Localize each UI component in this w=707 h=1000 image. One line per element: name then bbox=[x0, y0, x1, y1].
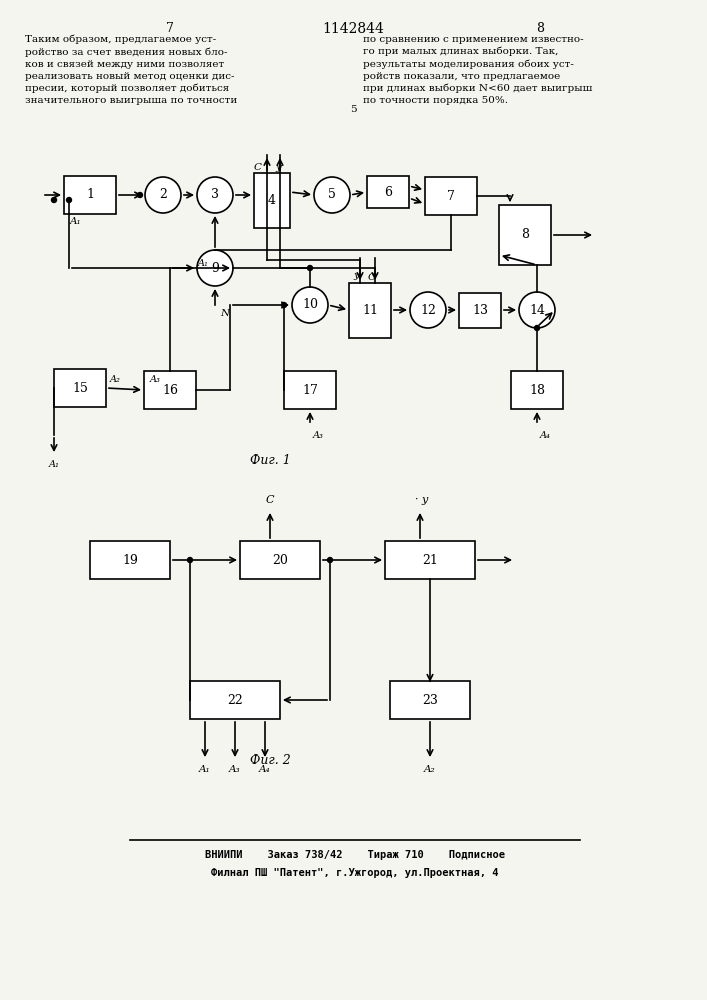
Text: 10: 10 bbox=[302, 298, 318, 312]
Text: 7: 7 bbox=[447, 190, 455, 202]
Circle shape bbox=[137, 192, 143, 198]
Text: A₃: A₃ bbox=[229, 765, 241, 774]
Text: 17: 17 bbox=[302, 383, 318, 396]
Circle shape bbox=[281, 302, 286, 308]
Text: A₃: A₃ bbox=[150, 375, 161, 384]
Text: C: C bbox=[266, 495, 274, 505]
Bar bbox=[54, 369, 106, 407]
Text: A₁: A₁ bbox=[70, 217, 82, 226]
Text: 7: 7 bbox=[166, 22, 174, 35]
Text: N: N bbox=[220, 308, 229, 318]
Circle shape bbox=[187, 558, 192, 562]
Bar bbox=[349, 282, 391, 338]
Text: 9: 9 bbox=[211, 261, 219, 274]
Bar bbox=[144, 371, 196, 409]
Bar bbox=[240, 541, 320, 579]
Bar bbox=[385, 541, 475, 579]
Text: · y: · y bbox=[416, 495, 428, 505]
Text: y: y bbox=[275, 163, 281, 172]
Circle shape bbox=[66, 198, 71, 202]
Circle shape bbox=[197, 177, 233, 213]
Text: 11: 11 bbox=[362, 304, 378, 316]
Circle shape bbox=[308, 265, 312, 270]
Text: 4: 4 bbox=[268, 194, 276, 207]
Bar bbox=[284, 371, 336, 409]
Text: 20: 20 bbox=[272, 554, 288, 566]
Text: C: C bbox=[368, 273, 376, 282]
Circle shape bbox=[327, 558, 332, 562]
Text: 8: 8 bbox=[521, 229, 529, 241]
Bar bbox=[190, 681, 280, 719]
Circle shape bbox=[534, 326, 539, 330]
Text: 8: 8 bbox=[536, 22, 544, 35]
Circle shape bbox=[314, 177, 350, 213]
Text: 18: 18 bbox=[529, 383, 545, 396]
Text: 21: 21 bbox=[422, 554, 438, 566]
Bar bbox=[64, 176, 116, 214]
Text: 19: 19 bbox=[122, 554, 138, 566]
Text: A₁: A₁ bbox=[199, 765, 211, 774]
Text: A₄: A₄ bbox=[540, 430, 551, 440]
Bar bbox=[367, 176, 409, 208]
Text: 23: 23 bbox=[422, 694, 438, 706]
Text: 16: 16 bbox=[162, 383, 178, 396]
Text: 5: 5 bbox=[350, 105, 356, 114]
Circle shape bbox=[145, 177, 181, 213]
Text: A₁: A₁ bbox=[197, 258, 209, 267]
Text: 1: 1 bbox=[86, 188, 94, 202]
Text: 15: 15 bbox=[72, 381, 88, 394]
Text: 13: 13 bbox=[472, 304, 488, 316]
Text: A₁: A₁ bbox=[49, 460, 59, 469]
Text: 2: 2 bbox=[159, 188, 167, 202]
Text: A₄: A₄ bbox=[259, 765, 271, 774]
Circle shape bbox=[292, 287, 328, 323]
Text: 3: 3 bbox=[211, 188, 219, 202]
Text: Филнал ПШ "Патент", г.Ужгород, ул.Проектная, 4: Филнал ПШ "Патент", г.Ужгород, ул.Проект… bbox=[211, 868, 498, 878]
Text: y: y bbox=[353, 271, 359, 280]
Bar bbox=[390, 681, 470, 719]
Text: A₂: A₂ bbox=[424, 765, 436, 774]
Circle shape bbox=[410, 292, 446, 328]
Text: A₃: A₃ bbox=[313, 430, 324, 440]
Bar bbox=[90, 541, 170, 579]
Text: 5: 5 bbox=[328, 188, 336, 202]
Text: C: C bbox=[254, 163, 262, 172]
Circle shape bbox=[197, 250, 233, 286]
Bar bbox=[425, 177, 477, 215]
Text: 1142844: 1142844 bbox=[322, 22, 384, 36]
Text: 6: 6 bbox=[384, 186, 392, 198]
Text: Фиг. 1: Фиг. 1 bbox=[250, 454, 291, 466]
Text: ВНИИПИ    Заказ 738/42    Тираж 710    Подписное: ВНИИПИ Заказ 738/42 Тираж 710 Подписное bbox=[205, 850, 505, 860]
Text: по сравнению с применением известно-
го при малых длинах выборки. Так,
результат: по сравнению с применением известно- го … bbox=[363, 35, 592, 105]
Text: A₂: A₂ bbox=[110, 375, 121, 384]
Bar bbox=[459, 292, 501, 328]
Bar bbox=[511, 371, 563, 409]
Text: 12: 12 bbox=[420, 304, 436, 316]
Circle shape bbox=[52, 198, 57, 202]
Bar bbox=[499, 205, 551, 265]
Bar bbox=[254, 172, 290, 228]
Text: 22: 22 bbox=[227, 694, 243, 706]
Text: 14: 14 bbox=[529, 304, 545, 316]
Circle shape bbox=[519, 292, 555, 328]
Text: Фиг. 2: Фиг. 2 bbox=[250, 754, 291, 766]
Text: Таким образом, предлагаемое уст-
ройство за счет введения новых бло-
ков и связе: Таким образом, предлагаемое уст- ройство… bbox=[25, 35, 238, 105]
